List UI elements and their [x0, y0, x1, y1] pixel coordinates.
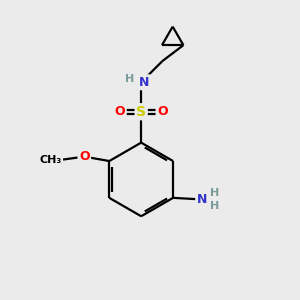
Text: N: N: [139, 76, 149, 89]
Text: S: S: [136, 105, 146, 119]
Text: CH₃: CH₃: [39, 154, 62, 165]
Text: H: H: [210, 188, 219, 198]
Text: O: O: [115, 105, 125, 118]
Text: H: H: [210, 201, 219, 211]
Text: N: N: [197, 193, 207, 206]
Text: O: O: [79, 150, 90, 163]
Text: O: O: [157, 105, 168, 118]
Text: H: H: [125, 74, 135, 84]
